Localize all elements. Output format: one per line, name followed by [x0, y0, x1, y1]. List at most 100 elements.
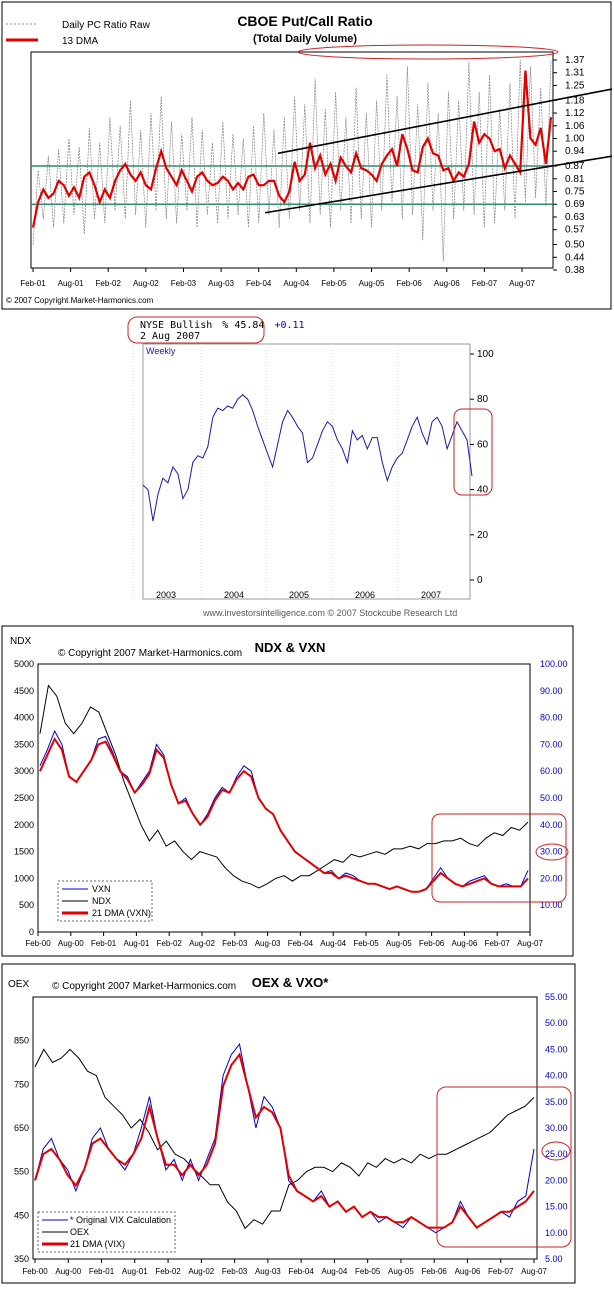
x-tick-label: Aug-04: [320, 939, 346, 948]
x-tick-label: Feb-02: [157, 939, 183, 948]
ndx-legend-vxn: VXN: [92, 884, 111, 894]
oex-title: OEX & VXO*: [252, 975, 330, 990]
x-tick-label: Aug-01: [122, 1267, 148, 1276]
y-right-tick-label: 45.00: [545, 1044, 568, 1054]
y-right-tick-label: 15.00: [545, 1202, 568, 1212]
x-tick-label: Feb-07: [472, 279, 498, 288]
oex-vxo-panel: OEX © Copyright 2007 Market-Harmonics.co…: [0, 962, 614, 1286]
legend-dma-label: 13 DMA: [62, 36, 98, 47]
y-tick-label: 1.12: [565, 108, 585, 119]
ndx-legend-dma: 21 DMA (VXN): [92, 908, 151, 918]
y-tick-label: 40: [477, 485, 489, 496]
x-tick-label: Feb-00: [25, 939, 51, 948]
nyse-date: 2 Aug 2007: [140, 331, 200, 342]
oex-recent-highlight: [436, 1086, 572, 1248]
x-tick-label: Feb-05: [353, 939, 379, 948]
y-right-tick-label: 10.00: [545, 1228, 568, 1238]
ndx-copyright: © Copyright 2007 Market-Harmonics.com: [58, 648, 242, 659]
y-tick-label: 1.06: [565, 121, 585, 132]
oex-legend-oex: OEX: [70, 1227, 89, 1237]
y-right-tick-label: 40.00: [540, 820, 563, 830]
trend-line-upper: [277, 88, 613, 155]
x-tick-label: Feb-01: [89, 1267, 115, 1276]
x-tick-label: Aug-05: [359, 279, 385, 288]
oex-line: [34, 1048, 535, 1230]
y-left-tick-label: 5000: [14, 659, 34, 669]
trend-line-lower: [264, 155, 613, 214]
x-tick-label: Aug-04: [283, 279, 309, 288]
x-tick-label: Aug-00: [55, 1267, 81, 1276]
y-left-tick-label: 750: [14, 1079, 29, 1089]
nyse-bullish-panel: NYSE Bullish % 45.84 +0.11 2 Aug 2007 We…: [0, 314, 614, 620]
x-tick-label: 2004: [224, 590, 244, 600]
oex-axis-label: OEX: [8, 979, 29, 990]
putcall-copyright: © 2007 Copyright Market-Harmonics.com: [6, 296, 154, 305]
y-tick-label: 0.75: [565, 187, 585, 198]
y-right-tick-label: 50.00: [545, 1018, 568, 1028]
y-tick-label: 80: [477, 394, 489, 405]
y-right-tick-label: 30.00: [545, 1123, 568, 1133]
y-right-tick-label: 20.00: [540, 873, 563, 883]
y-tick-label: 0.69: [565, 199, 585, 210]
y-tick-label: 20: [477, 530, 489, 541]
y-left-tick-label: 2000: [14, 820, 34, 830]
y-tick-label: 0.87: [565, 161, 585, 172]
x-tick-label: Feb-04: [246, 279, 272, 288]
y-right-tick-label: 20.00: [545, 1175, 568, 1185]
y-right-tick-label: 25.00: [545, 1149, 568, 1159]
y-tick-label: 0.94: [565, 146, 585, 157]
y-left-tick-label: 450: [14, 1210, 29, 1220]
y-left-tick-label: 550: [14, 1167, 29, 1177]
y-tick-label: 1.18: [565, 95, 585, 106]
x-tick-label: Aug-07: [521, 1267, 547, 1276]
y-left-tick-label: 3500: [14, 739, 34, 749]
x-tick-label: Feb-03: [171, 279, 197, 288]
y-tick-label: 0: [477, 575, 483, 586]
x-tick-label: Aug-02: [188, 1267, 214, 1276]
y-left-tick-label: 500: [19, 900, 34, 910]
y-right-tick-label: 55.00: [545, 992, 568, 1002]
x-tick-label: Feb-03: [222, 939, 248, 948]
x-tick-label: Aug-05: [388, 1267, 414, 1276]
oex-legend-vxo: * Original VIX Calculation: [70, 1215, 171, 1225]
highlight-top-ellipse: [297, 44, 559, 60]
nyse-bullish-line: [142, 394, 473, 522]
y-left-tick-label: 3000: [14, 766, 34, 776]
y-left-tick-label: 4500: [14, 686, 34, 696]
y-right-tick-label: 100.00: [540, 659, 568, 669]
y-right-tick-label: 80.00: [540, 713, 563, 723]
x-tick-label: Feb-05: [355, 1267, 381, 1276]
ndx-axis-label: NDX: [10, 636, 31, 647]
y-tick-label: 0.81: [565, 174, 585, 185]
ndx-title: NDX & VXN: [255, 640, 326, 655]
legend-raw-label: Daily PC Ratio Raw: [62, 20, 151, 31]
x-tick-label: Aug-04: [322, 1267, 348, 1276]
x-tick-label: Feb-06: [419, 939, 445, 948]
x-tick-label: Aug-01: [124, 939, 150, 948]
y-right-tick-label: 10.00: [540, 900, 563, 910]
x-tick-label: Feb-06: [422, 1267, 448, 1276]
ndx-level-highlight: [535, 843, 569, 861]
x-tick-label: Aug-06: [455, 1267, 481, 1276]
y-tick-label: 0.38: [565, 265, 585, 276]
nyse-title: NYSE Bullish: [140, 320, 212, 331]
x-tick-label: 2007: [421, 590, 441, 600]
oex-legend-dma: 21 DMA (VIX): [70, 1239, 125, 1249]
x-tick-label: Feb-04: [288, 1267, 314, 1276]
x-tick-label: Feb-01: [20, 279, 46, 288]
raw-series-line: [32, 59, 552, 262]
y-tick-label: 0.44: [565, 252, 585, 263]
x-tick-label: Feb-06: [396, 279, 422, 288]
x-tick-label: Aug-07: [509, 279, 535, 288]
putcall-subtitle: (Total Daily Volume): [253, 33, 357, 45]
y-tick-label: 60: [477, 439, 489, 450]
y-tick-label: 1.25: [565, 80, 585, 91]
y-tick-label: 1.00: [565, 133, 585, 144]
y-right-tick-label: 35.00: [545, 1097, 568, 1107]
y-right-tick-label: 70.00: [540, 739, 563, 749]
x-tick-label: Aug-00: [58, 939, 84, 948]
x-tick-label: 2005: [289, 590, 309, 600]
x-tick-label: Aug-02: [189, 939, 215, 948]
x-tick-label: Feb-05: [321, 279, 347, 288]
y-right-tick-label: 90.00: [540, 686, 563, 696]
